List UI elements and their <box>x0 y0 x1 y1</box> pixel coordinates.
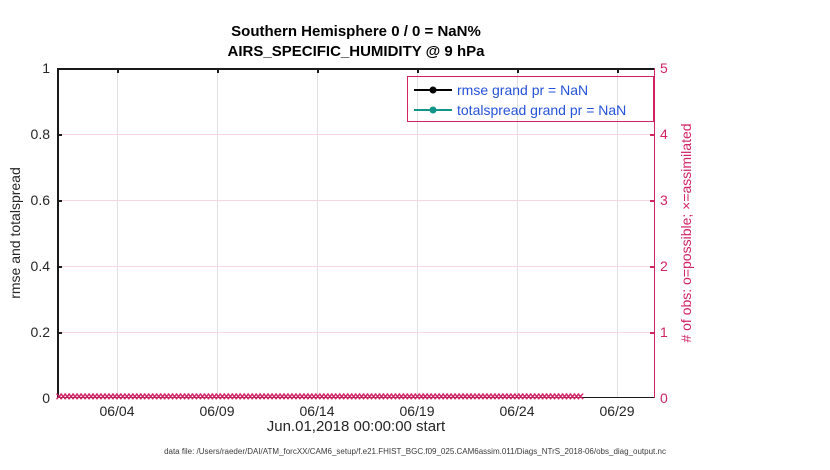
legend-line-sample <box>414 106 452 114</box>
legend-entry-label: totalspread grand pr = NaN <box>457 102 627 118</box>
left-y-tick-label: 0.2 <box>30 324 50 340</box>
left-y-tick-label: 0.4 <box>30 258 50 274</box>
chart-subtitle: AIRS_SPECIFIC_HUMIDITY @ 9 hPa <box>227 43 485 60</box>
right-y-tick-mark <box>650 134 655 136</box>
x-gridline <box>617 68 618 398</box>
right-y-tick-mark <box>650 332 655 334</box>
legend-box: rmse grand pr = NaN totalspread grand pr … <box>407 76 654 122</box>
x-tick-label: 06/19 <box>399 403 435 419</box>
legend-circle-marker-icon <box>429 106 437 114</box>
top-axis-spine <box>57 68 655 70</box>
right-y-axis-label: # of obs: o=possible; ×=assimilated <box>678 123 694 343</box>
legend-circle-marker-icon <box>429 86 437 94</box>
chart-title: Southern Hemisphere 0 / 0 = NaN% <box>231 23 481 40</box>
x-gridline <box>317 68 318 398</box>
x-axis-label: Jun.01,2018 00:00:00 start <box>266 418 446 435</box>
x-gridline <box>117 68 118 398</box>
left-y-tick-mark <box>57 200 62 202</box>
right-y-tick-label: 4 <box>660 126 668 142</box>
y-gridline <box>57 332 655 333</box>
left-y-tick-label: 0.6 <box>30 192 50 208</box>
x-tick-mark <box>617 68 619 73</box>
right-y-tick-mark <box>650 266 655 268</box>
left-y-tick-label: 0 <box>42 390 50 406</box>
left-y-tick-mark <box>57 332 62 334</box>
plot-area: ✕✕✕✕✕✕✕✕✕✕✕✕✕✕✕✕✕✕✕✕✕✕✕✕✕✕✕✕✕✕✕✕✕✕✕✕✕✕✕✕… <box>55 68 655 403</box>
legend-line-sample <box>414 86 452 94</box>
x-tick-label: 06/09 <box>199 403 235 419</box>
legend-entry: rmse grand pr = NaN <box>414 80 653 100</box>
right-y-tick-label: 5 <box>660 60 668 76</box>
left-y-tick-mark <box>57 266 62 268</box>
legend-entry: totalspread grand pr = NaN <box>414 100 653 120</box>
y-gridline <box>57 134 655 135</box>
x-tick-mark <box>517 68 519 73</box>
right-y-tick-label: 2 <box>660 258 668 274</box>
data-file-footer: data file: /Users/raeder/DAI/ATM_forcXX/… <box>164 447 666 456</box>
left-y-axis-label: rmse and totalspread <box>7 167 23 299</box>
right-axis-spine <box>653 68 655 398</box>
chart-title-block: Southern Hemisphere 0 / 0 = NaN% AIRS_SP… <box>57 22 655 62</box>
assimilated-obs-x-marker-band: ✕✕✕✕✕✕✕✕✕✕✕✕✕✕✕✕✕✕✕✕✕✕✕✕✕✕✕✕✕✕✕✕✕✕✕✕✕✕✕✕… <box>55 392 585 403</box>
x-tick-mark <box>417 68 419 73</box>
x-gridline <box>217 68 218 398</box>
x-tick-label: 06/24 <box>499 403 535 419</box>
left-y-tick-label: 0.8 <box>30 126 50 142</box>
bottom-axis-spine <box>57 396 655 398</box>
left-y-tick-label: 1 <box>42 60 50 76</box>
left-axis-spine <box>57 68 59 398</box>
x-tick-mark <box>217 68 219 73</box>
x-tick-label: 06/29 <box>599 403 635 419</box>
y-gridline <box>57 200 655 201</box>
legend-entry-label: rmse grand pr = NaN <box>457 82 589 98</box>
right-y-tick-label: 3 <box>660 192 668 208</box>
y-gridline <box>57 266 655 267</box>
right-y-tick-label: 0 <box>660 390 668 406</box>
x-tick-label: 06/04 <box>99 403 135 419</box>
right-y-tick-label: 1 <box>660 324 668 340</box>
x-tick-label: 06/14 <box>299 403 335 419</box>
x-gridline <box>517 68 518 398</box>
x-tick-mark <box>317 68 319 73</box>
x-gridline <box>417 68 418 398</box>
left-y-tick-mark <box>57 134 62 136</box>
right-y-tick-mark <box>650 200 655 202</box>
x-tick-mark <box>117 68 119 73</box>
